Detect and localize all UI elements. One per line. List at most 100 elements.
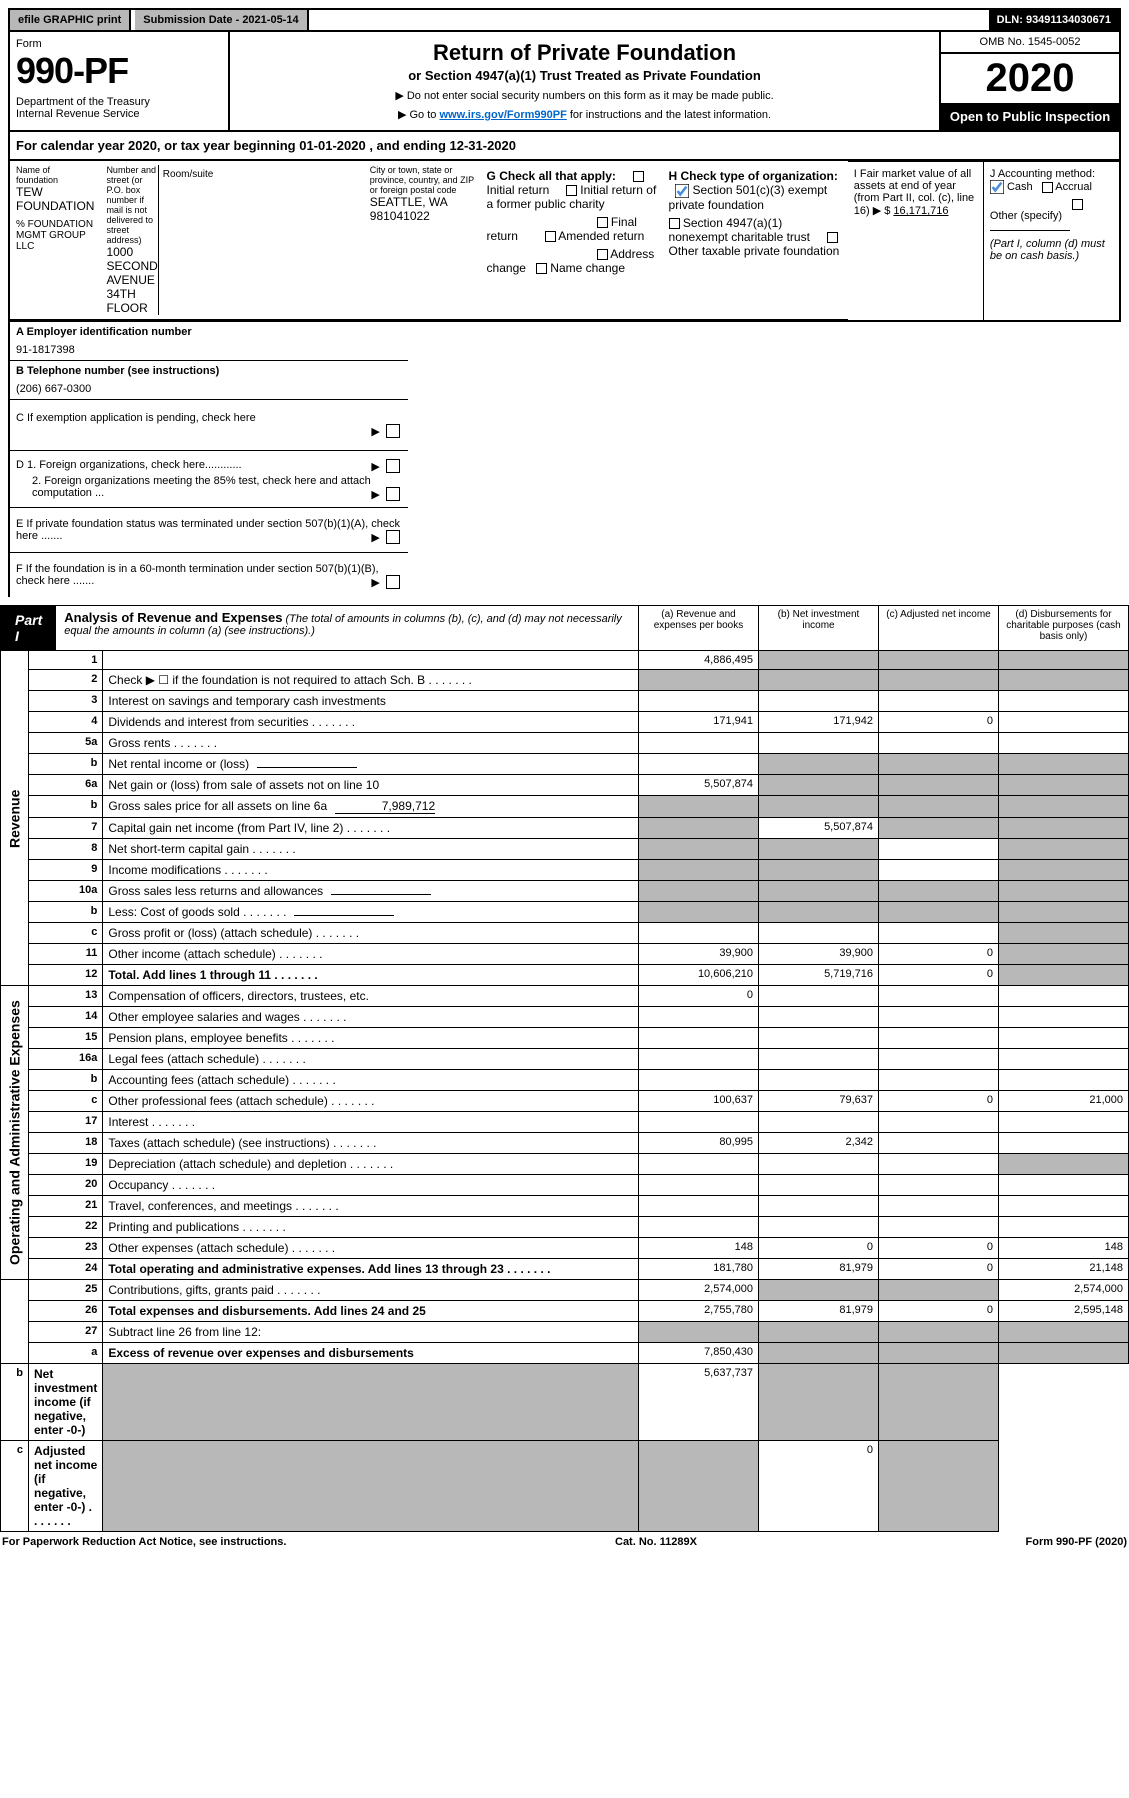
table-row: 11Other income (attach schedule) . . . .… [1,944,1129,965]
telephone: (206) 667-0300 [16,383,402,395]
line-desc: Total. Add lines 1 through 11 . . . . . … [103,965,639,986]
cell-value [999,691,1129,712]
form-subtitle: or Section 4947(a)(1) Trust Treated as P… [238,68,931,83]
line-desc: Total operating and administrative expen… [103,1259,639,1280]
cell-value [879,1112,999,1133]
table-row: 6aNet gain or (loss) from sale of assets… [1,775,1129,796]
cell-value [639,818,759,839]
cell-value: 0 [879,1259,999,1280]
amended-return-checkbox[interactable] [545,231,556,242]
cell-value [759,691,879,712]
cell-value [639,1322,759,1343]
cell-value [879,1175,999,1196]
cell-value [639,1112,759,1133]
cell-value [103,1364,639,1441]
address-change-checkbox[interactable] [597,249,608,260]
form990pf-link[interactable]: www.irs.gov/Form990PF [439,109,566,121]
table-row: 27Subtract line 26 from line 12: [1,1322,1129,1343]
foundation-name: TEW FOUNDATION [16,185,94,213]
cell-value [999,1217,1129,1238]
cell-value [879,1196,999,1217]
cell-value: 0 [879,944,999,965]
line-desc: Other expenses (attach schedule) . . . .… [103,1238,639,1259]
exemption-pending-checkbox[interactable] [386,424,400,438]
section-4947-checkbox[interactable] [669,218,680,229]
name-change-checkbox[interactable] [536,263,547,274]
h-opt-2: Section 4947(a)(1) nonexempt charitable … [669,216,810,244]
instr2-post: for instructions and the latest informat… [567,109,771,121]
h-opt-1: Section 501(c)(3) exempt private foundat… [669,183,828,212]
cell-value [879,1343,999,1364]
line-number: b [29,1070,103,1091]
initial-return-checkbox[interactable] [633,171,644,182]
cell-value [639,1049,759,1070]
line-number: 22 [29,1217,103,1238]
cell-value: 0 [879,712,999,733]
part1-table: Part I Analysis of Revenue and Expenses … [0,605,1129,1532]
line-desc: Contributions, gifts, grants paid . . . … [103,1280,639,1301]
instr2-pre: ▶ Go to [398,109,439,121]
line-desc: Subtract line 26 from line 12: [103,1322,639,1343]
care-of: % FOUNDATION MGMT GROUP LLC [16,219,94,252]
cell-value [103,1441,639,1532]
line-number: 15 [29,1028,103,1049]
table-row: cAdjusted net income (if negative, enter… [1,1441,1129,1532]
cell-value [639,881,759,902]
cell-value [639,754,759,775]
cell-value [639,923,759,944]
cell-value: 0 [879,1301,999,1322]
line-number: 1 [29,651,103,670]
line-desc: Other employee salaries and wages . . . … [103,1007,639,1028]
initial-return-former-checkbox[interactable] [566,185,577,196]
cell-value: 7,850,430 [639,1343,759,1364]
h-opt-3: Other taxable private foundation [669,244,840,258]
line-desc [103,651,639,670]
form-header: Form 990-PF Department of the Treasury I… [8,32,1121,132]
accrual-checkbox[interactable] [1042,182,1053,193]
line-number: 3 [29,691,103,712]
line-number: 12 [29,965,103,986]
revenue-label: Revenue [1,651,29,986]
60-month-checkbox[interactable] [386,575,400,589]
line-desc: Other income (attach schedule) . . . . .… [103,944,639,965]
status-terminated-checkbox[interactable] [386,530,400,544]
cash-checkbox[interactable] [990,180,1004,194]
line-number: 9 [29,860,103,881]
section-501c3-checkbox[interactable] [675,184,689,198]
other-taxable-checkbox[interactable] [827,232,838,243]
final-return-checkbox[interactable] [597,217,608,228]
cell-value: 0 [879,1091,999,1112]
dept-treasury: Department of the Treasury Internal Reve… [16,96,222,120]
foreign-85-checkbox[interactable] [386,487,400,501]
cell-value [879,923,999,944]
line-desc: Excess of revenue over expenses and disb… [103,1343,639,1364]
cell-value: 0 [759,1238,879,1259]
table-row: 7Capital gain net income (from Part IV, … [1,818,1129,839]
efile-print-button[interactable]: efile GRAPHIC print [10,10,131,30]
cat-no: Cat. No. 11289X [615,1536,697,1548]
line-number: 18 [29,1133,103,1154]
cell-value [879,754,999,775]
cell-value [879,1133,999,1154]
other-method-checkbox[interactable] [1072,199,1083,210]
table-row: 25Contributions, gifts, grants paid . . … [1,1280,1129,1301]
table-row: cOther professional fees (attach schedul… [1,1091,1129,1112]
cell-value [759,670,879,691]
cell-value [879,1049,999,1070]
line-number: 6a [29,775,103,796]
table-row: 9Income modifications . . . . . . . [1,860,1129,881]
cell-value [879,775,999,796]
foreign-org-checkbox[interactable] [386,459,400,473]
g-opt-5: Name change [550,261,625,275]
paperwork-notice: For Paperwork Reduction Act Notice, see … [2,1536,286,1548]
cell-value [999,1133,1129,1154]
line-number: 14 [29,1007,103,1028]
cell-value [999,944,1129,965]
cell-value [999,712,1129,733]
cell-value [999,1112,1129,1133]
line-desc: Taxes (attach schedule) (see instruction… [103,1133,639,1154]
cell-value [999,965,1129,986]
cell-value [639,1070,759,1091]
cell-value [639,1154,759,1175]
cell-value: 0 [879,965,999,986]
